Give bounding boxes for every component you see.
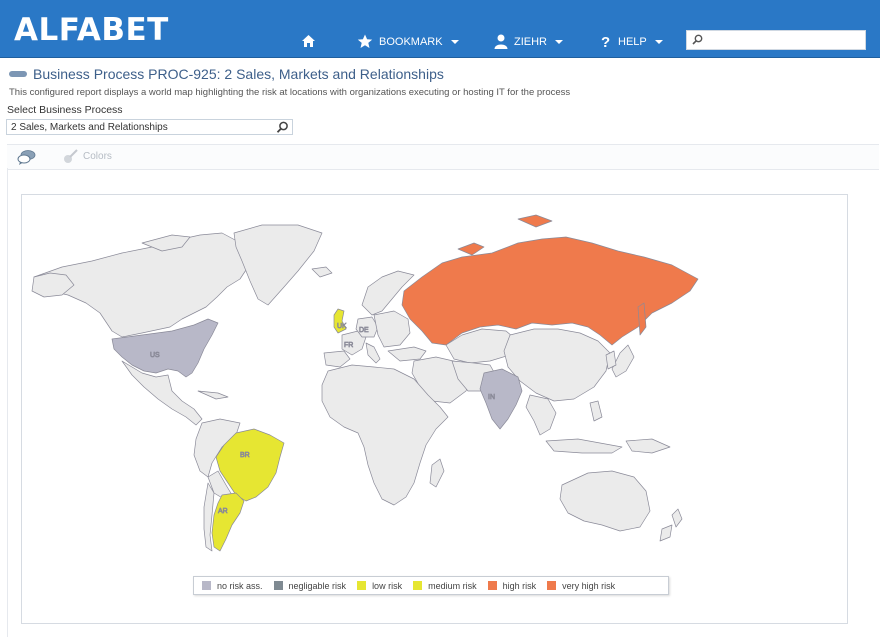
country-russia — [401, 236, 699, 346]
country-turkey — [387, 346, 427, 362]
svg-text:?: ? — [601, 34, 610, 49]
legend-label: high risk — [502, 580, 537, 591]
country-scandinavia — [361, 270, 415, 316]
palette-icon — [64, 149, 78, 163]
new-guinea — [625, 438, 671, 454]
country-southeast-asia — [525, 394, 557, 436]
legend-swatch — [273, 581, 283, 590]
country-russia-novaya — [457, 242, 485, 256]
country-label-in: IN — [488, 394, 495, 401]
page-title-text: Business Process PROC-925: 2 Sales, Mark… — [33, 66, 444, 82]
app-logo[interactable]: ALFABET — [14, 12, 169, 48]
country-uk — [333, 308, 347, 334]
home-button[interactable] — [301, 34, 316, 48]
country-alaska — [31, 272, 75, 298]
country-label-us: US — [150, 352, 160, 359]
philippines-islands — [589, 400, 603, 422]
bookmark-menu[interactable]: BOOKMARK — [357, 34, 459, 49]
bookmark-label: BOOKMARK — [379, 35, 443, 48]
country-iceland — [311, 266, 333, 278]
country-label-uk: UK — [337, 323, 347, 330]
legend-swatch — [357, 581, 367, 590]
country-china — [503, 328, 611, 402]
legend-item-negligable: negligable risk — [273, 580, 347, 591]
help-label: HELP — [618, 35, 647, 48]
chevron-down-icon — [555, 39, 563, 44]
country-africa — [321, 364, 449, 506]
user-menu[interactable]: ZIEHR — [494, 34, 563, 49]
country-label-ar: AR — [218, 508, 228, 515]
comment-icon[interactable] — [17, 149, 37, 165]
country-japan — [611, 344, 635, 378]
process-icon — [9, 71, 27, 77]
colors-button[interactable]: Colors — [63, 149, 112, 164]
indonesia-islands — [545, 438, 623, 454]
country-usa — [111, 318, 219, 378]
legend-label: no risk ass. — [217, 580, 263, 591]
legend-label: negligable risk — [288, 580, 347, 591]
help-icon: ? — [601, 34, 610, 49]
select-process-label: Select Business Process — [7, 104, 123, 116]
report-content-area — [7, 168, 880, 637]
chevron-down-icon — [654, 39, 663, 44]
country-russia-sakhalin — [637, 302, 647, 336]
caribbean-islands — [197, 390, 229, 400]
country-argentina — [211, 492, 245, 552]
legend-swatch — [547, 581, 557, 590]
country-italy — [365, 342, 381, 364]
country-russia-north-isles — [517, 214, 553, 228]
country-greenland — [233, 224, 323, 306]
legend-item-medium: medium risk — [413, 581, 477, 591]
country-label-fr: FR — [344, 342, 353, 349]
country-india — [479, 368, 523, 430]
country-chile — [203, 482, 215, 552]
star-icon — [357, 34, 373, 48]
top-navigation-bar: ALFABET BOOKMARK ZIEHR ? HELP — [0, 0, 880, 58]
report-toolbar: Colors — [7, 144, 879, 170]
country-new-zealand — [671, 508, 683, 528]
user-label: ZIEHR — [514, 35, 547, 48]
country-label-br: BR — [240, 452, 250, 459]
legend-swatch — [202, 581, 211, 590]
global-search-input[interactable] — [686, 30, 866, 50]
arctic-islands — [141, 234, 191, 252]
page-description: This configured report displays a world … — [9, 87, 571, 98]
legend-item-low: low risk — [357, 581, 402, 591]
country-mexico — [121, 360, 203, 426]
legend-label: very high risk — [562, 580, 616, 591]
colors-label: Colors — [83, 151, 112, 162]
country-germany — [355, 316, 379, 338]
country-brazil — [215, 428, 285, 502]
business-process-select[interactable]: 2 Sales, Markets and Relationships — [6, 119, 293, 135]
world-map-svg: US BR AR UK FR — [31, 214, 699, 552]
search-icon[interactable] — [276, 121, 289, 134]
world-risk-map: US BR AR UK FR — [21, 194, 848, 624]
legend-label: low risk — [372, 580, 403, 591]
country-spain — [323, 350, 351, 368]
country-madagascar — [429, 458, 445, 488]
legend-item-very-high: very high risk — [547, 581, 615, 591]
business-process-value: 2 Sales, Markets and Relationships — [11, 122, 168, 133]
country-korea — [605, 350, 617, 370]
country-northwest-sa — [193, 418, 241, 478]
user-icon — [494, 34, 508, 49]
legend-item-no-risk: no risk ass. — [202, 581, 263, 591]
legend-label: medium risk — [428, 580, 477, 591]
map-legend: no risk ass. negligable risk low risk me… — [193, 576, 669, 595]
legend-swatch — [487, 581, 497, 590]
country-new-zealand-south — [659, 524, 673, 542]
country-australia — [559, 470, 651, 532]
search-icon[interactable] — [692, 34, 703, 45]
page-title: Business Process PROC-925: 2 Sales, Mark… — [9, 66, 444, 82]
home-icon — [302, 35, 315, 47]
legend-item-high: high risk — [487, 580, 537, 591]
country-label-de: DE — [359, 327, 369, 334]
country-eastern-europe — [373, 310, 411, 348]
chevron-down-icon — [450, 39, 459, 44]
legend-swatch — [413, 581, 423, 590]
help-menu[interactable]: ? HELP — [600, 34, 663, 49]
